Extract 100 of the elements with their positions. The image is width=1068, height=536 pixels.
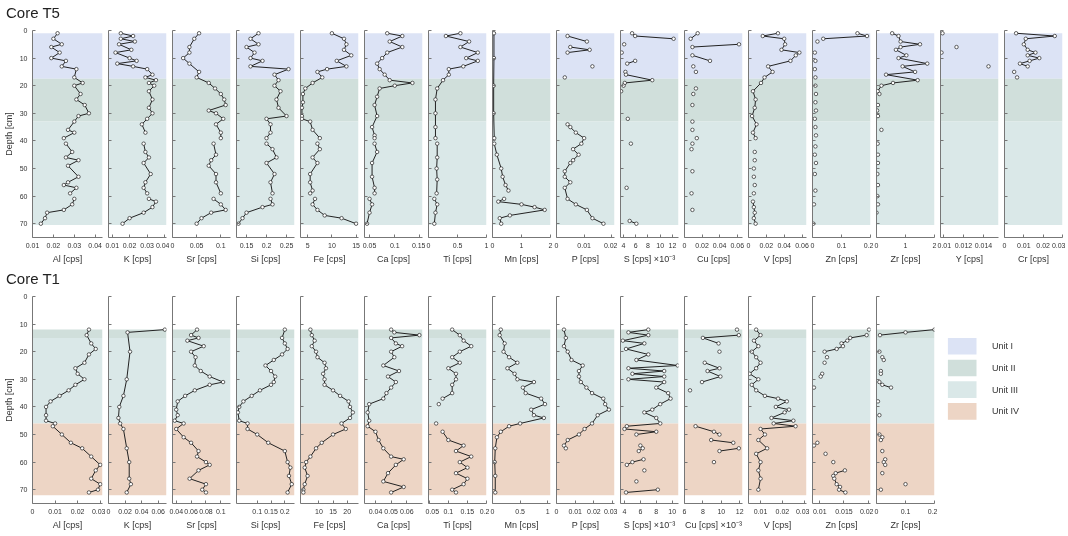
point (812, 152, 817, 157)
point (736, 446, 741, 451)
point (717, 448, 722, 454)
point (389, 335, 394, 340)
point (888, 385, 894, 390)
point (1017, 61, 1023, 66)
point (573, 130, 578, 135)
point (641, 457, 646, 462)
point (322, 360, 327, 365)
point (268, 196, 273, 201)
point (199, 216, 204, 221)
point (954, 44, 959, 50)
point (842, 468, 847, 473)
point (813, 58, 818, 63)
point (864, 33, 870, 39)
point (630, 31, 635, 36)
point (903, 330, 908, 335)
point (880, 382, 885, 387)
point (143, 149, 148, 155)
point (435, 177, 440, 182)
point (675, 363, 679, 368)
point (876, 210, 879, 215)
point (758, 460, 763, 465)
point (623, 490, 629, 495)
point (401, 457, 406, 462)
point (1037, 56, 1042, 61)
point (270, 147, 275, 152)
point (240, 216, 245, 221)
point (218, 91, 223, 97)
point (756, 437, 761, 443)
point (501, 349, 506, 354)
point (752, 158, 757, 163)
point (711, 460, 717, 465)
point (650, 78, 655, 83)
point (793, 53, 798, 58)
point (601, 221, 606, 226)
point (469, 344, 474, 349)
point (634, 221, 639, 226)
point (369, 125, 375, 130)
point (453, 377, 459, 382)
point (753, 97, 758, 102)
point (590, 64, 595, 69)
point (815, 440, 820, 445)
point (753, 221, 758, 226)
point (344, 42, 349, 47)
point (876, 113, 881, 119)
point (499, 166, 504, 171)
point (877, 379, 882, 385)
point (203, 482, 209, 487)
point (690, 44, 695, 50)
point (736, 42, 742, 47)
point (1025, 64, 1030, 69)
point (300, 105, 305, 110)
point (658, 402, 663, 407)
point (750, 89, 756, 94)
point (389, 490, 394, 495)
point (196, 31, 202, 36)
point (904, 53, 909, 58)
point (824, 355, 830, 360)
point (248, 56, 253, 61)
point (450, 391, 455, 396)
point (174, 407, 179, 412)
point (213, 152, 219, 157)
point (688, 36, 693, 41)
point (256, 42, 261, 47)
point (813, 100, 818, 105)
point (434, 421, 439, 426)
point (141, 141, 146, 146)
point (687, 388, 693, 393)
point (634, 479, 639, 484)
point (270, 202, 275, 207)
point (689, 191, 694, 196)
point (369, 174, 375, 179)
point (539, 396, 544, 401)
point (188, 333, 194, 338)
point (925, 61, 930, 66)
point (264, 141, 269, 146)
point (695, 31, 700, 36)
point (381, 446, 386, 451)
point (690, 141, 695, 146)
point (440, 396, 445, 401)
point (310, 80, 315, 86)
point (494, 435, 500, 440)
point (376, 437, 381, 443)
point (450, 382, 455, 387)
point (711, 429, 717, 434)
point (196, 335, 201, 340)
point (349, 53, 354, 58)
point (272, 83, 277, 88)
point (153, 78, 159, 83)
point (839, 341, 844, 346)
point (260, 58, 265, 63)
point (492, 83, 496, 88)
point (756, 377, 761, 382)
point (690, 53, 695, 58)
point (433, 136, 438, 141)
point (303, 86, 308, 91)
point (150, 205, 155, 210)
point (634, 432, 639, 437)
x-axis-title: Ti [cps] (443, 519, 472, 530)
